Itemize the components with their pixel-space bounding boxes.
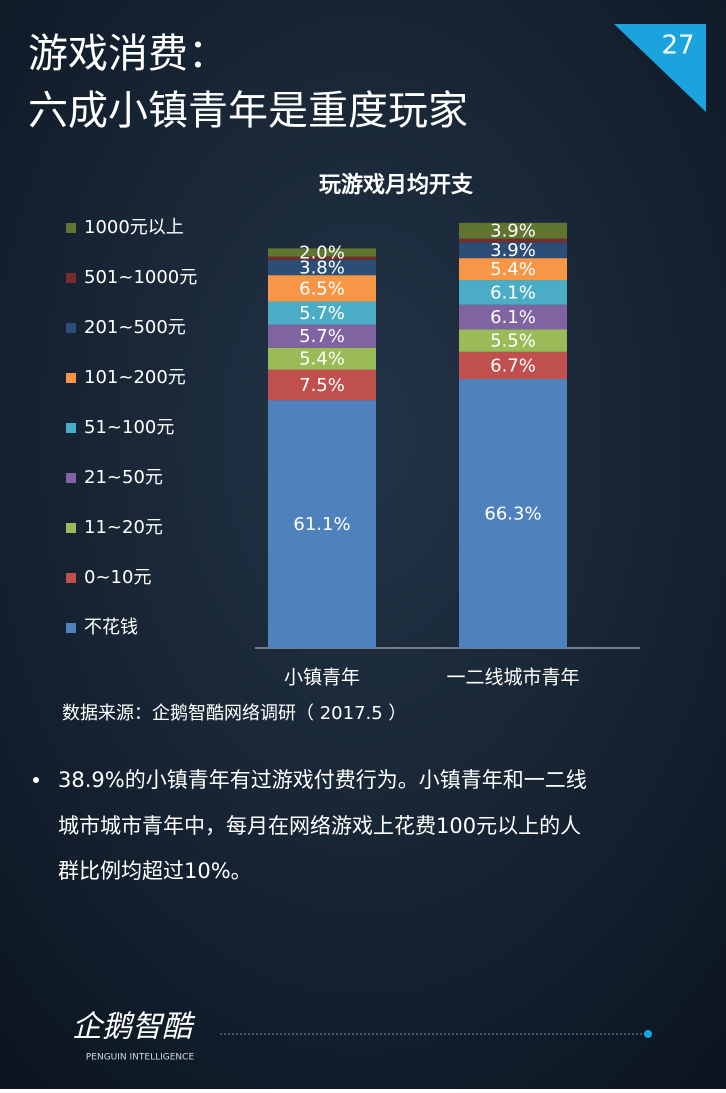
bar-segment <box>268 259 376 276</box>
data-label: 61.1% <box>293 514 350 535</box>
data-label: 3.9% <box>490 221 536 242</box>
bar-segment <box>459 351 567 380</box>
legend-label: 1000元以上 <box>84 217 184 238</box>
footer-dot <box>644 1030 652 1038</box>
legend-swatch <box>66 373 76 383</box>
bar-segment <box>268 369 376 401</box>
x-tick-label: 一二线城市青年 <box>446 667 579 689</box>
bar-segment <box>459 280 567 305</box>
bar-segment <box>459 379 567 648</box>
corner-badge <box>614 24 706 112</box>
legend-label: 501~1000元 <box>84 267 197 288</box>
legend-swatch <box>66 223 76 233</box>
data-label: 66.3% <box>484 504 541 525</box>
legend-swatch <box>66 473 76 483</box>
bar-segment <box>459 258 567 281</box>
bullet-dot <box>33 777 39 783</box>
bullet-line: 38.9%的小镇青年有过游戏付费行为。小镇青年和一二线 <box>58 768 587 792</box>
bar-segment <box>459 222 567 239</box>
data-label: 6.1% <box>490 307 536 328</box>
data-label: 7.5% <box>299 375 345 396</box>
bar-segment <box>268 347 376 370</box>
x-tick-label: 小镇青年 <box>284 667 360 689</box>
bar-segment <box>459 329 567 352</box>
legend-swatch <box>66 523 76 533</box>
bar-segment <box>459 242 567 259</box>
legend-swatch <box>66 573 76 583</box>
legend-swatch <box>66 323 76 333</box>
title-line: 游戏消费： <box>28 31 228 77</box>
bar-segment <box>268 248 376 257</box>
data-label: 3.9% <box>490 240 536 261</box>
bar-segment <box>268 301 376 325</box>
legend-swatch <box>66 423 76 433</box>
data-label: 6.5% <box>299 278 345 299</box>
data-label: 6.1% <box>490 282 536 303</box>
source: 数据来源：企鹅智酷网络调研（ 2017.5 ） <box>62 703 406 724</box>
legend-label: 11~20元 <box>84 517 163 538</box>
bar-segment <box>268 400 376 648</box>
data-label: 5.4% <box>490 259 536 280</box>
page-number: 27 <box>661 31 694 61</box>
legend-label: 201~500元 <box>84 317 186 338</box>
bar-segment <box>268 256 376 260</box>
legend-swatch <box>66 623 76 633</box>
legend-label: 0~10元 <box>84 567 151 588</box>
data-label: 6.7% <box>490 355 536 376</box>
bar-segment <box>459 304 567 330</box>
title-line: 六成小镇青年是重度玩家 <box>28 88 468 134</box>
data-label: 5.4% <box>299 349 345 370</box>
bullet-line: 群比例均超过10%。 <box>58 859 252 883</box>
legend-swatch <box>66 273 76 283</box>
legend-label: 21~50元 <box>84 467 163 488</box>
data-label: 2.0% <box>299 242 345 263</box>
logo-tagline: PENGUIN INTELLIGENCE <box>86 1053 195 1063</box>
chart-title: 玩游戏月均开支 <box>319 172 474 198</box>
bar-segment <box>268 275 376 302</box>
data-label: 5.7% <box>299 303 345 324</box>
data-label: 5.7% <box>299 326 345 347</box>
bar-segment <box>268 324 376 348</box>
legend-label: 51~100元 <box>84 417 174 438</box>
legend-label: 101~200元 <box>84 367 186 388</box>
legend-label: 不花钱 <box>84 617 138 638</box>
data-label: 3.8% <box>299 257 345 278</box>
logo-name: 企鹅智酷 <box>72 1010 196 1045</box>
bar-segment <box>459 238 567 243</box>
bullet-line: 城市城市青年中，每月在网络游戏上花费100元以上的人 <box>58 814 581 838</box>
data-label: 5.5% <box>490 331 536 352</box>
